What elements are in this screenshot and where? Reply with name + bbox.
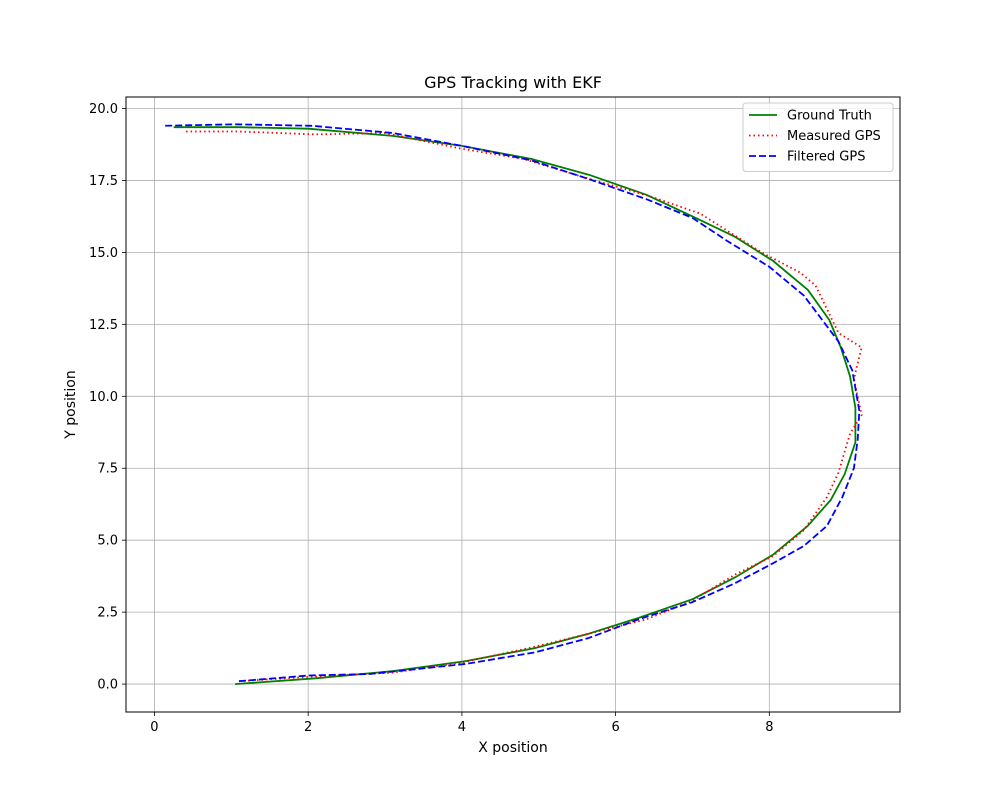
x-tick-label: 8 bbox=[765, 720, 773, 735]
legend-label: Measured GPS bbox=[787, 129, 881, 144]
y-tick-label: 5.0 bbox=[97, 534, 118, 549]
legend-entries: Ground Truth Measured GPS Filtered GPS bbox=[749, 109, 881, 165]
x-axis-label: X position bbox=[478, 740, 548, 756]
y-tick-label: 15.0 bbox=[89, 246, 118, 261]
y-axis-ticks: 0.0 2.5 5.0 7.5 10.0 12.5 15.0 17.5 20.0 bbox=[89, 102, 126, 693]
x-axis-ticks: 0 2 4 6 8 bbox=[150, 712, 773, 735]
x-tick-label: 0 bbox=[150, 720, 158, 735]
y-tick-label: 2.5 bbox=[97, 606, 118, 621]
y-tick-label: 20.0 bbox=[89, 102, 118, 117]
x-tick-label: 4 bbox=[458, 720, 466, 735]
series-layer bbox=[162, 123, 863, 685]
y-tick-label: 17.5 bbox=[89, 174, 118, 189]
legend-label: Ground Truth bbox=[787, 109, 872, 124]
y-axis-label: Y position bbox=[63, 370, 79, 439]
grid-layer bbox=[126, 97, 900, 712]
chart-title: GPS Tracking with EKF bbox=[424, 73, 602, 92]
y-tick-label: 7.5 bbox=[97, 462, 118, 477]
series-line-filtered-gps bbox=[162, 123, 861, 683]
legend-box bbox=[742, 102, 894, 172]
y-tick-label: 0.0 bbox=[97, 678, 118, 693]
x-tick-label: 2 bbox=[304, 720, 312, 735]
series-line-ground-truth bbox=[173, 126, 857, 685]
legend: Ground Truth Measured GPS Filtered GPS bbox=[742, 102, 894, 172]
y-tick-label: 12.5 bbox=[89, 318, 118, 333]
y-tick-label: 10.0 bbox=[89, 390, 118, 405]
x-tick-label: 6 bbox=[611, 720, 619, 735]
plot-area-frame bbox=[125, 96, 901, 713]
legend-label: Filtered GPS bbox=[787, 150, 865, 165]
